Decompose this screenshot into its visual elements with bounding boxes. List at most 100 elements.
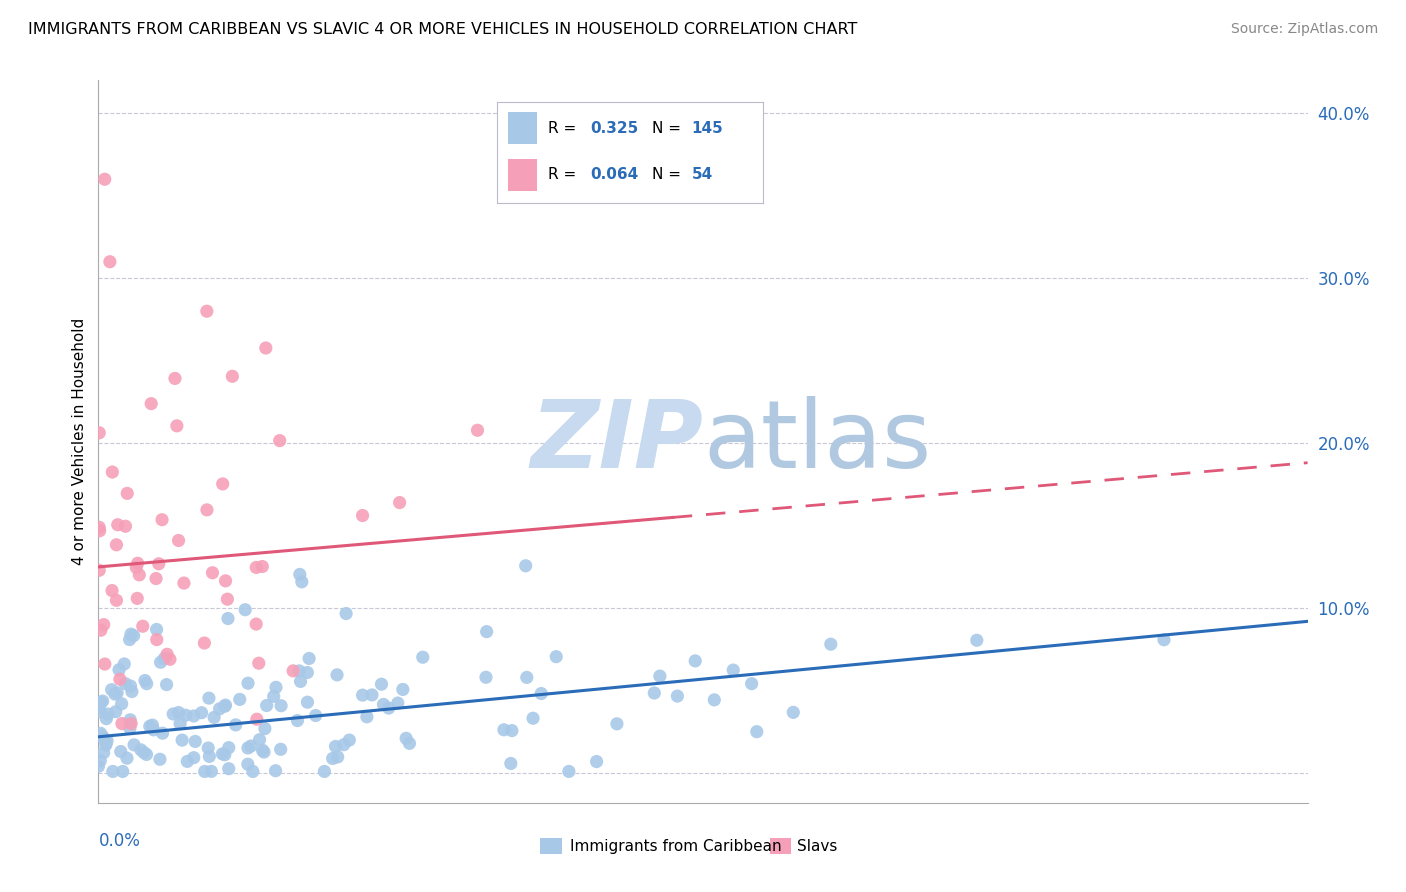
Point — [104, 687, 127, 701]
Point — [108, 663, 131, 677]
Point — [114, 676, 136, 690]
Point — [322, 751, 344, 765]
Point — [89, 563, 111, 577]
Point — [135, 676, 157, 690]
Point — [115, 751, 138, 765]
Point — [89, 524, 111, 538]
Point — [1153, 632, 1175, 647]
Point — [89, 754, 111, 768]
Point — [475, 624, 498, 639]
Point — [201, 566, 224, 580]
Point — [105, 686, 128, 700]
Point — [173, 576, 195, 591]
Point — [91, 729, 114, 743]
Point — [335, 607, 357, 621]
Point — [370, 677, 392, 691]
Point — [122, 629, 145, 643]
Point — [90, 696, 112, 710]
Point — [100, 682, 122, 697]
Point — [643, 686, 665, 700]
Point — [184, 734, 207, 748]
Point — [217, 611, 239, 625]
Point — [162, 706, 184, 721]
Point — [145, 623, 167, 637]
Point — [111, 764, 134, 779]
Point — [89, 705, 111, 719]
Point — [242, 764, 264, 779]
Point — [93, 617, 115, 632]
Point — [155, 677, 177, 691]
Point — [120, 679, 142, 693]
Point — [782, 706, 804, 720]
Point — [233, 603, 256, 617]
Point — [94, 738, 117, 752]
Point — [163, 371, 186, 385]
Point — [352, 688, 374, 702]
Point — [150, 513, 173, 527]
Point — [152, 726, 174, 740]
Point — [110, 745, 132, 759]
Point — [174, 708, 197, 723]
Point — [252, 559, 274, 574]
Point — [87, 759, 110, 773]
Point — [475, 670, 498, 684]
Point — [246, 712, 269, 726]
Point — [585, 755, 607, 769]
Point — [141, 718, 163, 732]
Point — [741, 676, 763, 690]
Point — [145, 572, 167, 586]
Point — [128, 567, 150, 582]
Point — [134, 673, 156, 688]
Point — [606, 716, 628, 731]
Point — [89, 425, 111, 440]
Point — [245, 560, 267, 574]
Point — [254, 341, 277, 355]
Point — [515, 558, 537, 573]
Point — [166, 418, 188, 433]
Point — [253, 722, 276, 736]
Point — [89, 726, 111, 740]
Point — [101, 583, 124, 598]
Point — [93, 172, 115, 186]
Point — [236, 676, 259, 690]
Point — [120, 716, 142, 731]
Point — [546, 649, 568, 664]
Point — [398, 736, 420, 750]
Point — [387, 696, 409, 710]
Point — [297, 665, 319, 680]
Point — [122, 738, 145, 752]
Point — [648, 669, 671, 683]
Point — [666, 689, 689, 703]
Text: Immigrants from Caribbean: Immigrants from Caribbean — [569, 838, 782, 854]
Point — [142, 723, 165, 737]
Bar — [540, 838, 561, 855]
Point — [93, 746, 115, 760]
Text: ZIP: ZIP — [530, 395, 703, 488]
Point — [169, 716, 191, 731]
Point — [129, 743, 152, 757]
Point — [214, 699, 236, 714]
Point — [467, 423, 489, 437]
Point — [263, 690, 285, 704]
Point — [104, 705, 127, 719]
Text: IMMIGRANTS FROM CARIBBEAN VS SLAVIC 4 OR MORE VEHICLES IN HOUSEHOLD CORRELATION : IMMIGRANTS FROM CARIBBEAN VS SLAVIC 4 OR… — [28, 22, 858, 37]
Point — [221, 369, 243, 384]
Point — [190, 706, 212, 720]
Point — [703, 693, 725, 707]
Point — [229, 692, 252, 706]
Point — [108, 672, 131, 686]
Point — [149, 655, 172, 669]
Point — [127, 591, 149, 606]
Point — [183, 750, 205, 764]
Point — [156, 647, 179, 661]
Point — [298, 651, 321, 665]
Point — [141, 397, 163, 411]
Point — [183, 709, 205, 723]
Point — [325, 739, 347, 754]
Point — [501, 723, 523, 738]
Point — [202, 710, 225, 724]
Point — [412, 650, 434, 665]
Point — [90, 624, 112, 638]
Point — [377, 701, 399, 715]
Point — [264, 764, 287, 778]
